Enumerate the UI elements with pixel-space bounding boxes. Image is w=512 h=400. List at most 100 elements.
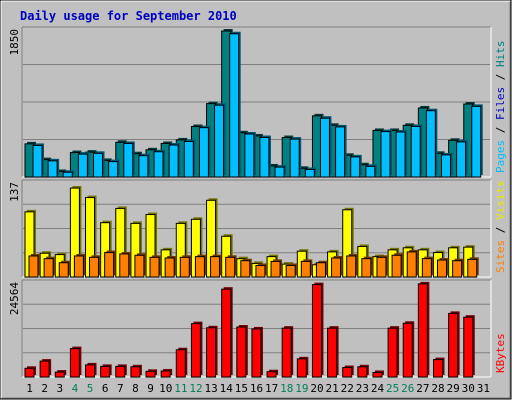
legend-separator: /	[494, 67, 507, 87]
bar	[47, 160, 58, 178]
x-tick-label: 1	[26, 382, 33, 395]
legend: KBytes	[494, 333, 507, 373]
bar	[425, 110, 436, 178]
bar	[32, 144, 43, 178]
chart-title: Daily usage for September 2010	[20, 9, 237, 23]
legend-entry: Visits	[494, 180, 507, 220]
bar	[175, 349, 186, 378]
bar	[183, 140, 194, 178]
bar	[58, 262, 69, 278]
x-tick-label: 3	[57, 382, 64, 395]
x-tick-label: 27	[416, 382, 429, 395]
panel-2: 137 Sites / Visits	[8, 179, 507, 278]
bar	[168, 144, 179, 178]
bar	[259, 137, 270, 178]
bar	[319, 117, 330, 178]
x-tick-label: 8	[132, 382, 139, 395]
chart-panels: 1850 Pages / Files / Hits 137 Sites / Visit…	[8, 26, 507, 378]
bar	[214, 104, 225, 178]
legend-entry: KBytes	[494, 333, 507, 373]
bar	[194, 256, 205, 278]
bar	[24, 367, 35, 378]
bar	[28, 255, 39, 278]
bar	[296, 358, 307, 378]
bar	[54, 371, 65, 378]
y-max-label: 137	[8, 182, 21, 202]
bar	[229, 33, 240, 178]
legend-entry: Files	[494, 87, 507, 120]
x-tick-label: 21	[326, 382, 339, 395]
bar	[395, 131, 406, 178]
bar	[89, 256, 100, 278]
bar	[440, 154, 451, 178]
bar	[467, 258, 478, 278]
x-tick-label: 11	[174, 382, 187, 395]
bar	[179, 256, 190, 278]
bar	[240, 260, 251, 278]
bar	[198, 127, 209, 178]
bar	[463, 316, 474, 378]
bar	[452, 260, 463, 278]
x-tick-label: 22	[341, 382, 354, 395]
bar	[115, 365, 126, 378]
bar	[85, 364, 96, 378]
bar	[300, 260, 311, 278]
x-axis: 1 2 3 4 5 6 7 8 9 10 11 12 13 14 15 16 17 18 19 20 21 22 23 24 2…	[26, 382, 490, 395]
bar	[372, 371, 383, 378]
bar	[342, 367, 353, 378]
x-tick-label: 28	[431, 382, 444, 395]
bar	[456, 141, 467, 178]
series-pages	[32, 31, 483, 178]
bar	[206, 327, 217, 378]
bar	[149, 256, 160, 278]
bar	[134, 254, 145, 278]
bar	[410, 125, 421, 178]
bar	[236, 326, 247, 378]
x-tick-label: 24	[371, 382, 385, 395]
legend: Sites / Visits	[494, 180, 507, 273]
bar	[350, 156, 361, 178]
x-tick-label: 4	[72, 382, 79, 395]
bar	[39, 360, 50, 378]
bar	[406, 251, 417, 278]
bar	[164, 257, 175, 278]
x-tick-label: 25	[386, 382, 399, 395]
bar	[77, 153, 88, 178]
legend-entry: Sites	[494, 240, 507, 273]
panel-3: 24564 KBytes	[8, 279, 507, 378]
bar	[365, 165, 376, 178]
bar	[225, 256, 236, 278]
x-tick-label: 14	[220, 382, 234, 395]
x-tick-label: 20	[310, 382, 323, 395]
bar	[145, 370, 156, 378]
x-tick-label: 30	[462, 382, 475, 395]
bar	[421, 258, 432, 278]
bar	[270, 260, 281, 278]
x-tick-label: 9	[147, 382, 154, 395]
bar	[471, 105, 482, 178]
bar	[266, 371, 277, 378]
x-tick-label: 29	[447, 382, 460, 395]
bar	[289, 138, 300, 178]
bar	[43, 258, 54, 278]
series-kbytes	[24, 281, 475, 378]
x-tick-label: 19	[295, 382, 308, 395]
bar	[274, 166, 285, 178]
bar	[402, 322, 413, 378]
bar	[73, 255, 84, 278]
bar	[160, 370, 171, 378]
x-tick-label: 5	[87, 382, 94, 395]
x-tick-label: 18	[280, 382, 293, 395]
bar	[387, 327, 398, 378]
x-tick-label: 26	[401, 382, 414, 395]
legend-entry: Pages	[494, 140, 507, 173]
bar	[304, 169, 315, 178]
x-tick-label: 15	[235, 382, 248, 395]
bar	[391, 254, 402, 278]
bar	[210, 256, 221, 278]
x-tick-label: 6	[102, 382, 109, 395]
bar	[436, 259, 447, 278]
legend-separator: /	[494, 220, 507, 240]
bar	[448, 312, 459, 378]
